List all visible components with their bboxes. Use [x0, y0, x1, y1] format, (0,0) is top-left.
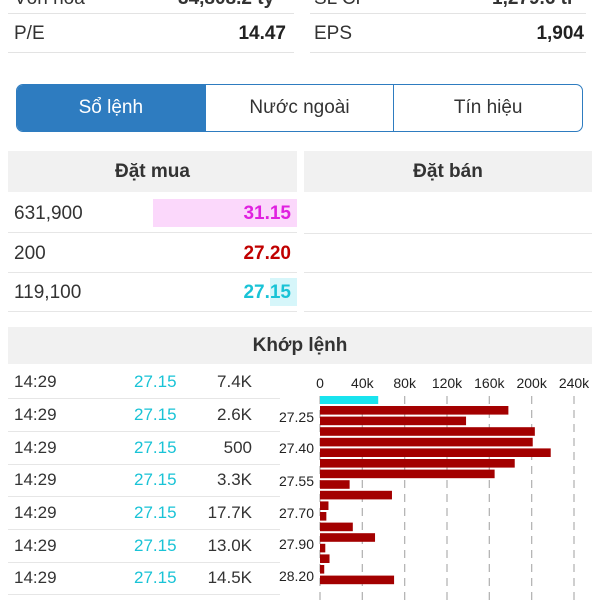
buy-volume: 631,900	[14, 203, 83, 224]
trade-volume: 14.5K	[207, 568, 252, 587]
trade-time: 14:29	[14, 568, 57, 587]
pe-value: 14.47	[238, 23, 286, 44]
trade-volume: 3.3K	[217, 470, 252, 489]
x-tick-label: 80k	[393, 375, 417, 391]
market-cap-value: 34,808.2 tỷ	[178, 0, 274, 10]
x-tick-label: 40k	[351, 375, 375, 391]
trades-header: Khớp lệnh	[8, 327, 592, 364]
trade-row: 14:29 27.15 7.4K	[8, 366, 280, 399]
chart-bar	[320, 565, 325, 574]
y-tick-label: 27.40	[279, 440, 314, 456]
trade-time: 14:29	[14, 372, 57, 391]
volume-bar	[153, 199, 297, 227]
buy-volume: 200	[14, 243, 46, 264]
sell-row-divider	[304, 272, 592, 273]
chart-bar	[320, 416, 467, 426]
chart-bar	[320, 427, 535, 436]
trade-row: 14:29 27.15 13.0K	[8, 530, 280, 563]
chart-bar	[320, 437, 533, 447]
chart-bar	[320, 575, 395, 585]
divider	[310, 13, 586, 14]
tab-bar: Sổ lệnh Nước ngoài Tín hiệu	[16, 84, 583, 132]
buy-row[interactable]: 631,900 31.15	[8, 194, 297, 233]
sell-row-divider	[304, 233, 592, 234]
sell-header: Đặt bán	[304, 151, 592, 192]
buy-price: 27.20	[243, 243, 291, 264]
x-tick-label: 240k	[559, 375, 590, 391]
chart-x-ticks: 0 40k 80k 120k 160k 200k 240k	[316, 375, 590, 391]
chart-bar	[320, 533, 376, 542]
chart-bar	[320, 512, 327, 521]
chart-bar	[320, 469, 495, 479]
eps-stat: EPS 1,904	[314, 23, 584, 47]
trade-volume: 13.0K	[207, 536, 252, 555]
trade-price: 27.15	[134, 470, 177, 489]
tab-signals[interactable]: Tín hiệu	[453, 97, 523, 118]
chart-bar	[320, 543, 326, 553]
chart-bar	[320, 480, 350, 489]
buy-row[interactable]: 200 27.20	[8, 234, 297, 273]
trade-time: 14:29	[14, 438, 57, 457]
y-tick-label: 27.90	[279, 536, 314, 552]
pe-label: P/E	[14, 23, 45, 44]
pe-stat: P/E 14.47	[14, 23, 286, 47]
chart-bar	[320, 406, 509, 415]
trade-price: 27.15	[134, 536, 177, 555]
trade-time: 14:29	[14, 503, 57, 522]
trade-volume: 500	[223, 438, 252, 457]
tab-order-book[interactable]: Sổ lệnh	[17, 85, 206, 131]
chart-bar-current	[320, 396, 379, 404]
chart-bar	[320, 490, 392, 500]
buy-price: 27.15	[243, 282, 291, 303]
chart-bar	[320, 554, 330, 563]
chart-y-ticks: 27.25 27.40 27.55 27.70 27.90 28.20	[279, 409, 314, 584]
shares-label: SL CP	[314, 0, 368, 10]
trade-volume: 7.4K	[217, 372, 252, 391]
divider	[8, 52, 294, 53]
volume-bar	[270, 278, 297, 306]
buy-row[interactable]: 119,100 27.15	[8, 273, 297, 312]
trade-volume: 17.7K	[207, 503, 252, 522]
buy-volume: 119,100	[14, 282, 82, 303]
shares-value: 1,279.6 tr	[492, 0, 574, 10]
divider	[310, 52, 586, 53]
trade-row: 14:29 27.15 2.6K	[8, 399, 280, 432]
x-tick-label: 120k	[432, 375, 463, 391]
tab-foreign[interactable]: Nước ngoài	[206, 85, 395, 131]
y-tick-label: 27.25	[279, 409, 314, 425]
x-tick-label: 0	[316, 375, 324, 391]
market-cap-label: Vốn hóa	[14, 0, 85, 10]
sell-row-divider	[304, 311, 592, 312]
trade-price: 27.15	[134, 568, 177, 587]
chart-bar	[320, 501, 329, 510]
divider	[8, 13, 294, 14]
eps-value: 1,904	[536, 23, 584, 44]
trade-row: 14:29 27.15 3.3K	[8, 464, 280, 497]
chart-bar	[320, 448, 551, 457]
y-tick-label: 28.20	[279, 568, 314, 584]
trade-row: 14:29 27.15 500	[8, 432, 280, 465]
trade-row: 14:29 27.15 17.7K	[8, 497, 280, 530]
trade-time: 14:29	[14, 536, 57, 555]
volume-profile-chart: 0 40k 80k 120k 160k 200k 240k 27.2527.4027.552…	[279, 375, 590, 600]
eps-label: EPS	[314, 23, 353, 44]
trade-price: 27.15	[134, 438, 177, 457]
trade-price: 27.15	[134, 372, 177, 391]
x-tick-label: 160k	[474, 375, 505, 391]
y-tick-label: 27.55	[279, 473, 314, 489]
trade-volume: 2.6K	[217, 405, 252, 424]
trade-row: 14:29 27.15 14.5K	[8, 562, 280, 595]
buy-price: 31.15	[243, 203, 291, 224]
y-tick-label: 27.70	[279, 505, 314, 521]
chart-bars	[320, 396, 551, 585]
chart-bar	[320, 459, 515, 468]
buy-header: Đặt mua	[8, 151, 297, 192]
trade-price: 27.15	[134, 405, 177, 424]
x-tick-label: 200k	[516, 375, 547, 391]
chart-bar	[320, 522, 353, 532]
trade-time: 14:29	[14, 470, 57, 489]
trade-time: 14:29	[14, 405, 57, 424]
trade-price: 27.15	[134, 503, 177, 522]
